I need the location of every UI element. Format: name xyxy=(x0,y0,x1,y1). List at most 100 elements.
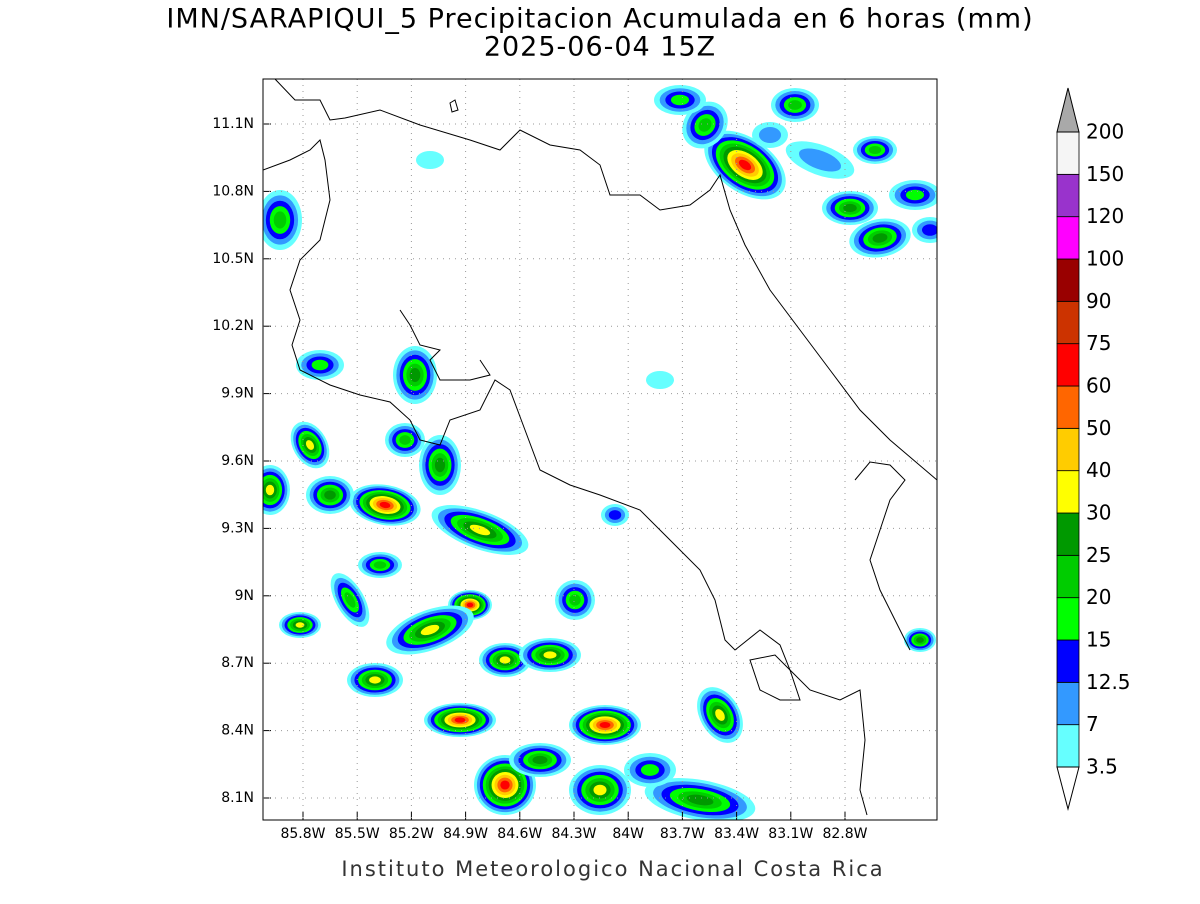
precip-contour xyxy=(868,146,882,154)
lat-label: 10.2N xyxy=(212,318,254,334)
lon-label: 84.9W xyxy=(443,826,488,842)
precip-contour xyxy=(593,784,607,796)
island xyxy=(449,99,459,113)
colorbar-band xyxy=(1056,131,1080,175)
precip-contour xyxy=(399,435,411,445)
colorbar-label: 20 xyxy=(1086,585,1111,609)
precip-contour xyxy=(569,594,581,606)
colorbar-band xyxy=(1056,385,1080,429)
colorbar-label: 50 xyxy=(1086,416,1111,440)
precip-contour xyxy=(543,651,557,659)
map-frame xyxy=(262,78,938,821)
lat-label: 10.5N xyxy=(212,251,254,267)
precip-contour xyxy=(698,118,712,132)
lon-label: 83.1W xyxy=(768,826,813,842)
colorbar-label: 7 xyxy=(1086,712,1099,736)
precip-contour xyxy=(499,656,511,664)
precip-contour xyxy=(872,233,888,243)
coast-east xyxy=(854,461,911,651)
precip-contour xyxy=(599,721,611,729)
precip-contour xyxy=(434,457,446,473)
precip-contour xyxy=(500,780,510,790)
precip-contour xyxy=(324,490,336,500)
colorbar-band xyxy=(1056,724,1080,768)
colorbar-band xyxy=(1056,343,1080,387)
lon-label: 85.5W xyxy=(335,826,380,842)
lat-label: 8.7N xyxy=(221,655,254,671)
colorbar-over xyxy=(1056,87,1080,133)
colorbar-label: 15 xyxy=(1086,628,1111,652)
precip-contour xyxy=(798,148,842,172)
gulf-coast xyxy=(399,309,491,381)
precip-contour xyxy=(686,794,714,806)
colorbar-band xyxy=(1056,681,1080,726)
grid: 11.1N 10.8N 10.5N 10.2N 9.9N 9.6N 9.3N 9N 8.7N 8.… xyxy=(212,79,937,842)
precip-contour xyxy=(420,624,440,636)
colorbar-label: 3.5 xyxy=(1086,755,1118,779)
lat-label: 8.4N xyxy=(221,723,254,739)
colorbar-label: 12.5 xyxy=(1086,670,1131,694)
lon-label: 84.3W xyxy=(551,826,596,842)
precip-field xyxy=(263,85,937,820)
lon-label: 82.8W xyxy=(822,826,867,842)
colorbar-band xyxy=(1056,597,1080,641)
precip-contour xyxy=(295,622,305,628)
colorbar-label: 60 xyxy=(1086,374,1111,398)
lon-label: 83.7W xyxy=(660,826,705,842)
peninsula xyxy=(749,654,801,701)
precip-contour xyxy=(469,524,491,536)
precip-contour xyxy=(409,367,421,383)
lon-label: 85.8W xyxy=(280,826,325,842)
precip-contour xyxy=(608,510,622,520)
colorbar-label: 25 xyxy=(1086,543,1111,567)
lat-label: 10.8N xyxy=(212,183,254,199)
colorbar: 3.5 7 12.5 15 20 25 30 40 50 60 75 90 100 120 150 200 xyxy=(1056,87,1131,811)
precip-contour xyxy=(454,717,466,723)
colorbar-band xyxy=(1056,300,1080,345)
precip-contour xyxy=(738,159,752,171)
precip-contour xyxy=(646,371,674,389)
colorbar-band xyxy=(1056,512,1080,556)
lat-label: 8.1N xyxy=(221,790,254,806)
colorbar-band xyxy=(1056,427,1080,472)
precip-contour xyxy=(379,501,391,509)
precip-contour xyxy=(843,203,857,213)
precip-contour xyxy=(916,637,924,643)
colorbar-band xyxy=(1056,216,1080,260)
footer: Instituto Meteorologico Nacional Costa R… xyxy=(341,857,884,881)
colorbar-label: 120 xyxy=(1086,204,1124,228)
precip-contour xyxy=(788,100,802,110)
lat-label: 9.3N xyxy=(221,520,254,536)
lat-label: 9.9N xyxy=(221,386,254,402)
colorbar-label: 100 xyxy=(1086,247,1124,271)
lon-label: 85.2W xyxy=(389,826,434,842)
coastlines xyxy=(263,79,937,816)
precip-contour xyxy=(532,755,548,765)
colorbar-label: 200 xyxy=(1086,120,1124,144)
precip-contour xyxy=(273,211,287,229)
lon-label: 83.4W xyxy=(714,826,759,842)
subtitle: 2025-06-04 15Z xyxy=(484,32,716,63)
colorbar-band xyxy=(1056,554,1080,599)
colorbar-label: 30 xyxy=(1086,501,1111,525)
title: IMN/SARAPIQUI_5 Precipitacion Acumulada … xyxy=(166,4,1033,35)
precip-contour xyxy=(311,359,329,371)
colorbar-label: 40 xyxy=(1086,458,1111,482)
lat-label: 9.6N xyxy=(221,453,254,469)
precip-contour xyxy=(416,151,444,169)
lon-label: 84.6W xyxy=(497,826,542,842)
colorbar-band xyxy=(1056,258,1080,302)
colorbar-label: 90 xyxy=(1086,289,1111,313)
precip-contour xyxy=(922,224,937,236)
colorbar-under xyxy=(1056,766,1080,811)
precip-contour xyxy=(373,561,387,569)
precip-contour xyxy=(265,484,275,496)
precip-contour xyxy=(640,764,660,776)
precip-contour xyxy=(305,440,315,450)
precip-contour xyxy=(905,189,925,201)
precip-contour xyxy=(758,127,782,143)
colorbar-band xyxy=(1056,470,1080,514)
precip-contour xyxy=(466,602,474,608)
